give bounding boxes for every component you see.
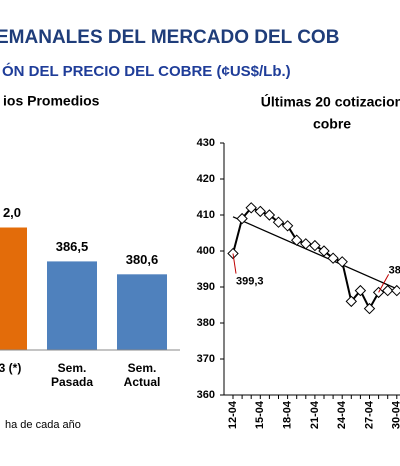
point — [263, 209, 276, 221]
y-tick-label: 420 — [197, 173, 215, 185]
chart-title: ios Promedios — [3, 93, 100, 109]
note: ha de cada año — [5, 419, 81, 431]
x-tick-label: 30-04 — [391, 400, 400, 429]
x-tick-label: Actual — [124, 375, 161, 389]
page-subtitle: ÓN DEL PRECIO DEL COBRE (¢US$/Lb.) — [2, 62, 291, 80]
y-tick-label: 400 — [197, 245, 215, 257]
value-label: 2,0 — [3, 205, 21, 220]
bar — [117, 274, 167, 350]
value-label: 399,3 — [236, 275, 264, 287]
trendline — [232, 216, 398, 290]
x-tick-label: 15-04 — [254, 400, 266, 429]
value-label: 380,6 — [126, 252, 159, 267]
point — [345, 295, 358, 308]
chart-title: cobre — [313, 116, 351, 132]
x-tick-label: 27-04 — [363, 400, 375, 429]
x-tick-label: Pasada — [51, 375, 93, 389]
y-tick-label: 390 — [197, 281, 215, 293]
x-tick-label: 24-04 — [336, 400, 348, 429]
y-tick-label: 360 — [197, 389, 215, 401]
point — [381, 284, 394, 297]
point — [281, 220, 294, 232]
point — [245, 202, 257, 214]
point — [309, 239, 321, 252]
point — [318, 245, 330, 257]
point — [236, 212, 248, 225]
point — [327, 252, 339, 264]
point — [290, 234, 303, 246]
page-title: EMANALES DEL MERCADO DEL COB — [0, 27, 339, 48]
chart-title: Últimas 20 cotizacion — [261, 93, 400, 110]
value-label: 38 — [389, 264, 400, 276]
x-tick-label: 18-04 — [282, 400, 294, 429]
x-tick-label: 21-04 — [309, 400, 321, 429]
y-tick-label: 430 — [197, 137, 215, 149]
x-tick-label: Sem. — [58, 361, 87, 375]
x-tick-label: 3 (*) — [0, 361, 21, 375]
point — [391, 284, 400, 297]
x-tick-label: Sem. — [128, 361, 157, 375]
line — [232, 206, 397, 311]
y-tick-label: 380 — [197, 317, 215, 329]
point — [272, 216, 285, 228]
bar — [0, 227, 27, 350]
point — [354, 284, 367, 297]
value-label: 386,5 — [56, 239, 89, 254]
point — [254, 205, 267, 218]
y-tick-label: 410 — [197, 209, 215, 221]
x-tick-label: 12-04 — [227, 400, 239, 429]
y-tick-label: 370 — [197, 353, 215, 365]
point — [227, 247, 239, 260]
bar — [47, 261, 97, 350]
leader — [378, 274, 390, 293]
leader — [232, 253, 237, 274]
point — [336, 256, 348, 268]
point — [300, 238, 312, 250]
point — [363, 302, 376, 315]
